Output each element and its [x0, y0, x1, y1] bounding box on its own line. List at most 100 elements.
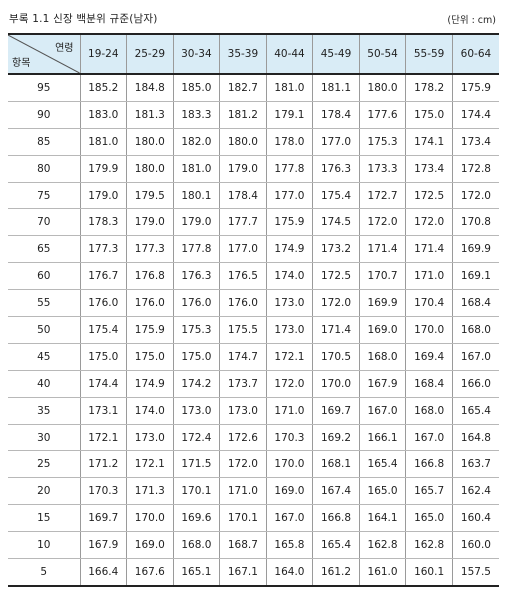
height-value-cell: 173.0: [265, 316, 313, 344]
table-row: 15 169.7 170.0 169.6 170.1 167.0 166.8 164.1 165…: [8, 504, 499, 533]
height-value-cell: 178.0: [265, 128, 313, 156]
height-value-cell: 179.0: [126, 208, 174, 237]
height-value-cell: 172.5: [405, 182, 453, 210]
height-value-cell: 177.6: [358, 101, 406, 129]
table-row: 90 183.0 181.3 183.3 181.2 179.1 178.4 177.6 175…: [8, 101, 499, 129]
height-value-cell: 174.4: [79, 370, 127, 398]
height-value-cell: 185.2: [79, 74, 127, 102]
height-value-cell: 166.4: [79, 558, 127, 587]
height-value-cell: 170.0: [312, 370, 360, 398]
height-value-cell: 169.7: [312, 397, 360, 425]
height-value-cell: 175.9: [265, 208, 313, 237]
height-value-cell: 177.0: [265, 182, 313, 210]
height-value-cell: 174.2: [172, 370, 220, 398]
height-value-cell: 171.5: [172, 450, 220, 479]
height-value-cell: 172.1: [265, 343, 313, 371]
height-value-cell: 167.9: [358, 370, 406, 398]
height-value-cell: 167.0: [265, 504, 313, 533]
age-group-header: 55-59: [405, 33, 453, 75]
table-row: 45 175.0 175.0 175.0 174.7 172.1 170.5 168.0 169…: [8, 343, 499, 371]
table-body: 95 185.2 184.8 185.0 182.7 181.0 181.1 180.0 178…: [8, 74, 499, 587]
height-value-cell: 177.8: [172, 235, 220, 264]
height-value-cell: 169.6: [172, 504, 220, 533]
height-value-cell: 176.0: [79, 289, 127, 318]
height-value-cell: 173.4: [451, 128, 499, 156]
height-value-cell: 164.0: [265, 558, 313, 587]
age-group-header: 40-44: [265, 33, 313, 75]
table-row: 55 176.0 176.0 176.0 176.0 173.0 172.0 169.9 170…: [8, 289, 499, 318]
height-value-cell: 167.1: [219, 558, 267, 587]
height-value-cell: 172.0: [219, 450, 267, 479]
height-value-cell: 176.5: [219, 262, 267, 291]
height-value-cell: 180.1: [172, 182, 220, 210]
height-value-cell: 179.0: [172, 208, 220, 237]
height-value-cell: 166.8: [405, 450, 453, 479]
height-value-cell: 172.0: [451, 182, 499, 210]
height-value-cell: 172.5: [312, 262, 360, 291]
height-value-cell: 170.3: [79, 477, 127, 506]
height-value-cell: 175.4: [79, 316, 127, 344]
header-corner-cell: 연령 항목: [8, 33, 80, 75]
height-value-cell: 179.5: [126, 182, 174, 210]
percentile-cell: 90: [8, 101, 80, 129]
height-value-cell: 182.0: [172, 128, 220, 156]
height-value-cell: 173.3: [358, 155, 406, 183]
height-value-cell: 180.0: [358, 74, 406, 102]
height-value-cell: 170.5: [312, 343, 360, 371]
height-value-cell: 180.0: [126, 155, 174, 183]
age-group-header: 60-64: [451, 33, 499, 75]
height-value-cell: 175.3: [172, 316, 220, 344]
table-row: 50 175.4 175.9 175.3 175.5 173.0 171.4 169.0 170…: [8, 316, 499, 344]
percentile-cell: 5: [8, 558, 80, 587]
height-value-cell: 172.7: [358, 182, 406, 210]
height-value-cell: 173.2: [312, 235, 360, 264]
height-value-cell: 172.0: [405, 208, 453, 237]
height-value-cell: 170.1: [219, 504, 267, 533]
height-value-cell: 162.8: [358, 531, 406, 560]
height-value-cell: 175.3: [358, 128, 406, 156]
table-caption: 부록 1.1 신장 백분위 규준(남자): [9, 13, 158, 25]
height-value-cell: 175.9: [451, 74, 499, 102]
height-value-cell: 172.0: [312, 289, 360, 318]
height-value-cell: 173.0: [265, 289, 313, 318]
height-value-cell: 179.9: [79, 155, 127, 183]
percentile-cell: 35: [8, 397, 80, 425]
height-value-cell: 176.3: [172, 262, 220, 291]
height-value-cell: 180.0: [219, 128, 267, 156]
table-row: 80 179.9 180.0 181.0 179.0 177.8 176.3 173.3 173…: [8, 155, 499, 183]
height-value-cell: 170.1: [172, 477, 220, 506]
height-value-cell: 178.4: [219, 182, 267, 210]
height-value-cell: 176.0: [126, 289, 174, 318]
height-value-cell: 165.8: [265, 531, 313, 560]
height-value-cell: 176.7: [79, 262, 127, 291]
table-row: 95 185.2 184.8 185.0 182.7 181.0 181.1 180.0 178…: [8, 74, 499, 102]
height-value-cell: 173.0: [172, 397, 220, 425]
height-value-cell: 174.7: [219, 343, 267, 371]
percentile-cell: 55: [8, 289, 80, 318]
table-row: 70 178.3 179.0 179.0 177.7 175.9 174.5 172.0 172…: [8, 208, 499, 237]
height-value-cell: 163.7: [451, 450, 499, 479]
table-row: 85 181.0 180.0 182.0 180.0 178.0 177.0 175.3 174…: [8, 128, 499, 156]
height-value-cell: 185.0: [172, 74, 220, 102]
height-value-cell: 171.4: [312, 316, 360, 344]
height-value-cell: 174.5: [312, 208, 360, 237]
height-value-cell: 173.0: [219, 397, 267, 425]
height-value-cell: 181.0: [79, 128, 127, 156]
height-value-cell: 176.0: [219, 289, 267, 318]
height-value-cell: 174.9: [265, 235, 313, 264]
height-value-cell: 172.1: [79, 424, 127, 452]
height-value-cell: 165.4: [358, 450, 406, 479]
percentile-cell: 70: [8, 208, 80, 237]
height-value-cell: 169.1: [451, 262, 499, 291]
height-value-cell: 177.7: [219, 208, 267, 237]
height-value-cell: 183.3: [172, 101, 220, 129]
height-value-cell: 173.1: [79, 397, 127, 425]
age-group-header: 19-24: [79, 33, 127, 75]
height-value-cell: 165.7: [405, 477, 453, 506]
height-value-cell: 170.0: [265, 450, 313, 479]
height-value-cell: 169.0: [265, 477, 313, 506]
height-value-cell: 168.0: [451, 316, 499, 344]
height-value-cell: 177.0: [312, 128, 360, 156]
height-value-cell: 161.0: [358, 558, 406, 587]
table-row: 20 170.3 171.3 170.1 171.0 169.0 167.4 165.0 165…: [8, 477, 499, 506]
